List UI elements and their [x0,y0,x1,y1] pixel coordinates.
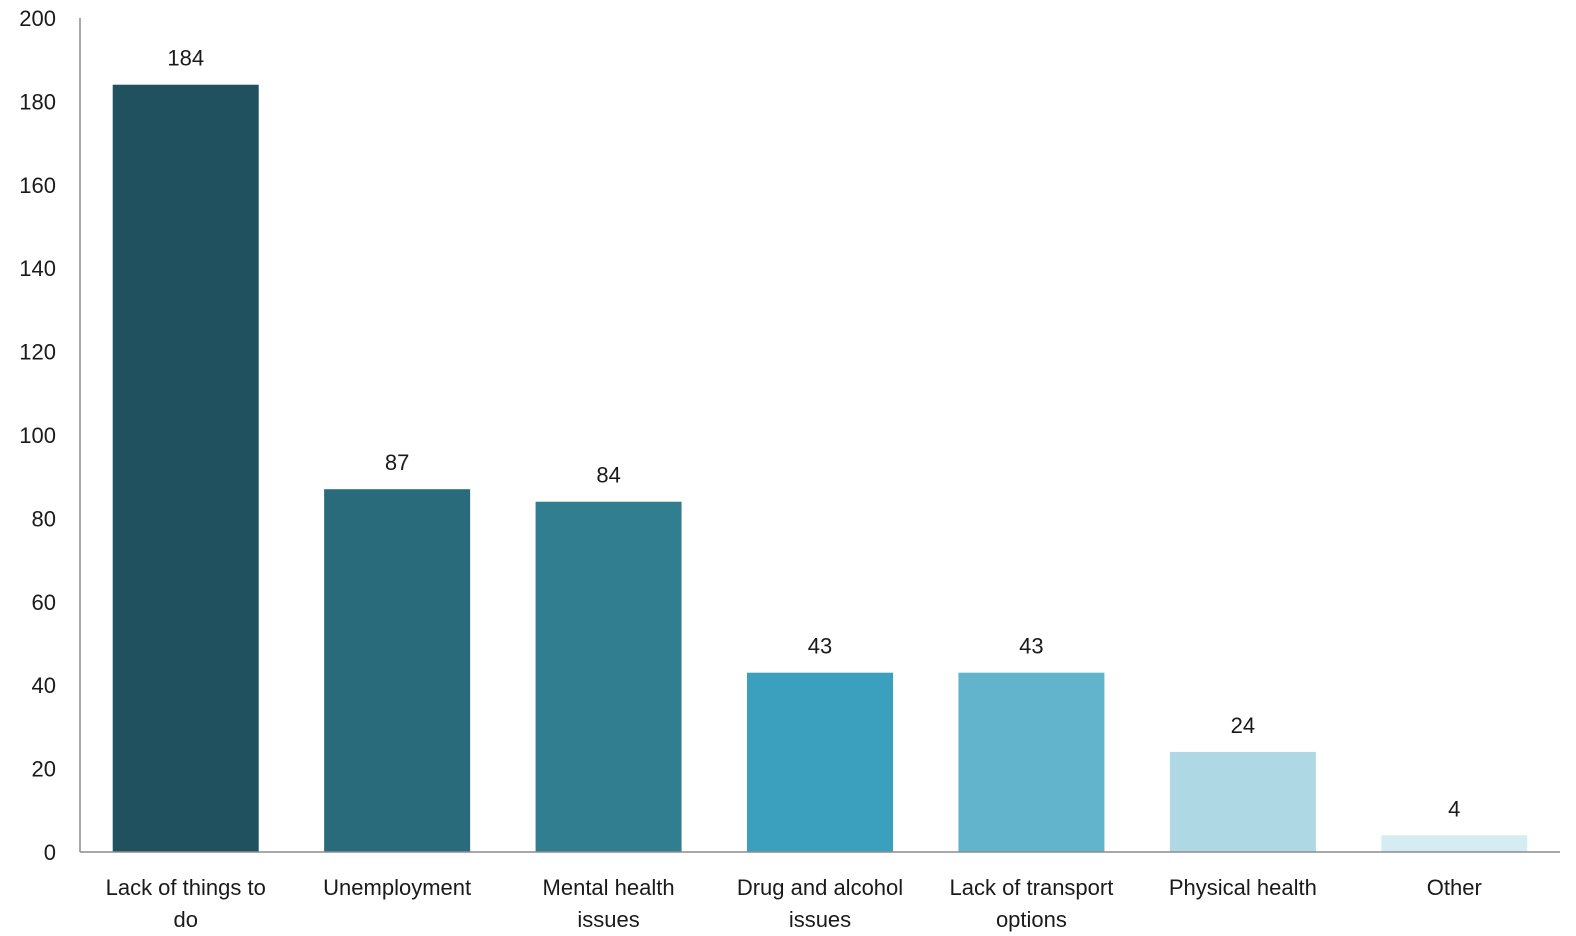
data-label: 43 [808,634,832,659]
y-tick-label: 120 [19,340,56,365]
bar [1169,751,1316,852]
x-axis: Lack of things to do Unemployment Mental he… [80,851,1560,932]
data-label: 87 [385,450,409,475]
y-tick-label: 40 [32,673,56,698]
x-tick-label: Drug and alcohol [737,875,903,900]
bar [535,501,682,852]
y-axis: 0 20 40 60 80 100 120 140 160 180 200 [19,6,81,865]
x-tick-label: Other [1427,875,1482,900]
bar [112,84,259,853]
bars [112,84,1528,853]
x-tick-label: issues [577,907,639,932]
x-tick-label: options [996,907,1067,932]
data-label: 24 [1231,713,1255,738]
x-tick-label: issues [789,907,851,932]
bar [747,672,893,852]
data-label: 4 [1448,796,1460,821]
y-tick-label: 160 [19,173,56,198]
y-tick-label: 80 [32,506,56,531]
x-tick-label: Lack of transport [949,875,1113,900]
bar [958,672,1105,852]
data-label: 184 [167,46,204,71]
x-tick-label: Physical health [1169,875,1317,900]
x-tick-label: Mental health [543,875,675,900]
y-tick-label: 0 [44,840,56,865]
bar [324,489,471,852]
y-tick-label: 20 [32,757,56,782]
y-tick-label: 180 [19,89,56,114]
x-tick-label: Unemployment [323,875,471,900]
x-tick-label: Lack of things to [106,875,266,900]
x-tick-label: do [173,907,197,932]
data-label: 43 [1019,634,1043,659]
y-tick-label: 140 [19,256,56,281]
bar [1381,835,1528,852]
data-label: 84 [596,463,620,488]
y-tick-label: 100 [19,423,56,448]
y-tick-label: 200 [19,6,56,31]
data-labels: 184 87 84 43 43 24 4 [167,46,1460,822]
y-tick-label: 60 [32,590,56,615]
